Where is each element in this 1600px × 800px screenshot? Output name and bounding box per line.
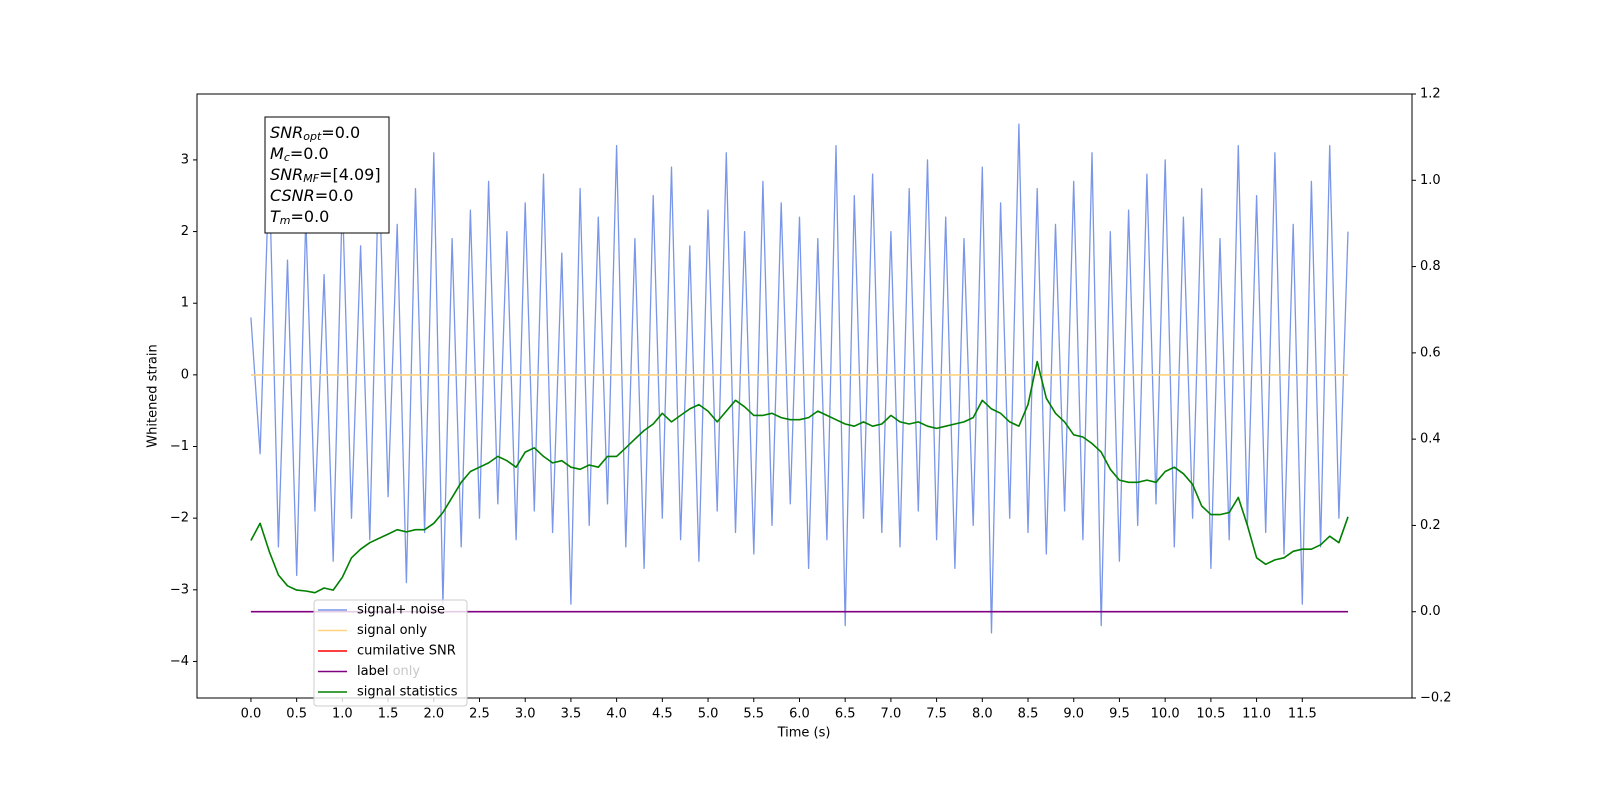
annotation-symbol: CSNR: [270, 186, 315, 205]
x-tick-label: 7.0: [881, 707, 902, 722]
series-line: [250, 123, 1349, 634]
x-tick-label: 9.0: [1063, 707, 1084, 722]
annotation-line: CSNR=0.0: [270, 186, 354, 205]
x-tick-label: 6.0: [789, 707, 810, 722]
x-tick-label: 4.5: [652, 707, 673, 722]
legend-box: [313, 599, 468, 707]
x-tick-label: 5.5: [743, 707, 764, 722]
annotation-subscript: opt: [303, 130, 322, 143]
annotation-value: =[4.09]: [319, 165, 381, 184]
y-tick-label: −4: [170, 654, 189, 669]
y2-tick-label: −0.2: [1420, 691, 1452, 706]
y-tick-label: 2: [181, 224, 189, 239]
y-tick-label: 3: [181, 152, 189, 167]
x-axis-label: Time (s): [777, 726, 831, 741]
y-tick-label: −1: [170, 439, 189, 454]
annotation-value: =0.0: [291, 207, 330, 226]
annotation-line: SNRMF=[4.09]: [270, 165, 381, 186]
x-tick-label: 0.5: [286, 707, 307, 722]
x-tick-label: 3.0: [515, 707, 536, 722]
y2-tick-label: 0.6: [1420, 345, 1441, 360]
annotation-subscript: c: [284, 151, 290, 164]
y2-tick-label: 0.8: [1420, 259, 1441, 274]
y2-tick-label: 0.2: [1420, 518, 1441, 533]
x-tick-label: 2.5: [469, 707, 490, 722]
x-tick-label: 1.0: [332, 707, 353, 722]
y2-tick-label: 0.0: [1420, 604, 1441, 619]
y-tick-label: 0: [181, 367, 189, 382]
annotation: SNRopt=0.0Mc=0.0SNRMF=[4.09]CSNR=0.0Tm=0…: [264, 116, 390, 234]
x-tick-label: 11.5: [1288, 707, 1317, 722]
x-tick-label: 6.5: [835, 707, 856, 722]
annotation-symbol: M: [270, 144, 284, 163]
x-tick-label: 7.5: [926, 707, 947, 722]
legend-label: signal+ noise: [357, 603, 445, 618]
x-tick-label: 4.0: [606, 707, 627, 722]
legend-label: label only: [357, 664, 420, 679]
annotation-line: Tm=0.0: [270, 207, 329, 228]
annotation-symbol: SNR: [270, 165, 303, 184]
x-tick-label: 0.0: [241, 707, 262, 722]
x-tick-label: 9.5: [1109, 707, 1130, 722]
x-tick-label: 10.5: [1196, 707, 1225, 722]
annotation-symbol: SNR: [270, 123, 303, 142]
annotation-value: =0.0: [321, 123, 360, 142]
legend-label: signal only: [357, 623, 427, 638]
legend-label: label: [357, 664, 388, 679]
y-tick-label: 1: [181, 296, 189, 311]
y2-tick-label: 1.0: [1420, 173, 1441, 188]
annotation-box: [264, 116, 390, 234]
y-tick-label: −2: [170, 511, 189, 526]
plot-frame: [196, 93, 1413, 699]
annotation-value: =0.0: [315, 186, 354, 205]
x-tick-label: 2.0: [423, 707, 444, 722]
x-tick-label: 1.5: [378, 707, 399, 722]
y-axis-label: Whitened strain: [146, 344, 161, 447]
annotation-symbol: T: [270, 207, 281, 226]
annotation-value: =0.0: [290, 144, 329, 163]
x-tick-label: 3.5: [561, 707, 582, 722]
x-tick-label: 5.0: [698, 707, 719, 722]
annotation-subscript: m: [280, 214, 291, 227]
legend-label: cumilative SNR: [357, 644, 456, 659]
series-line: [250, 360, 1349, 594]
annotation-subscript: MF: [303, 172, 319, 185]
legend-label: signal statistics: [357, 685, 458, 700]
annotation-line: Mc=0.0: [270, 144, 329, 165]
y2-tick-label: 0.4: [1420, 432, 1441, 447]
y2-tick-label: 1.2: [1420, 87, 1441, 102]
x-tick-label: 8.0: [972, 707, 993, 722]
x-tick-label: 10.0: [1151, 707, 1180, 722]
legend: label only signal+ noise signal only cumila…: [313, 599, 468, 707]
x-tick-label: 8.5: [1018, 707, 1039, 722]
annotation-line: SNRopt=0.0: [270, 123, 360, 144]
x-tick-label: 11.0: [1242, 707, 1271, 722]
y-tick-label: −3: [170, 582, 189, 597]
